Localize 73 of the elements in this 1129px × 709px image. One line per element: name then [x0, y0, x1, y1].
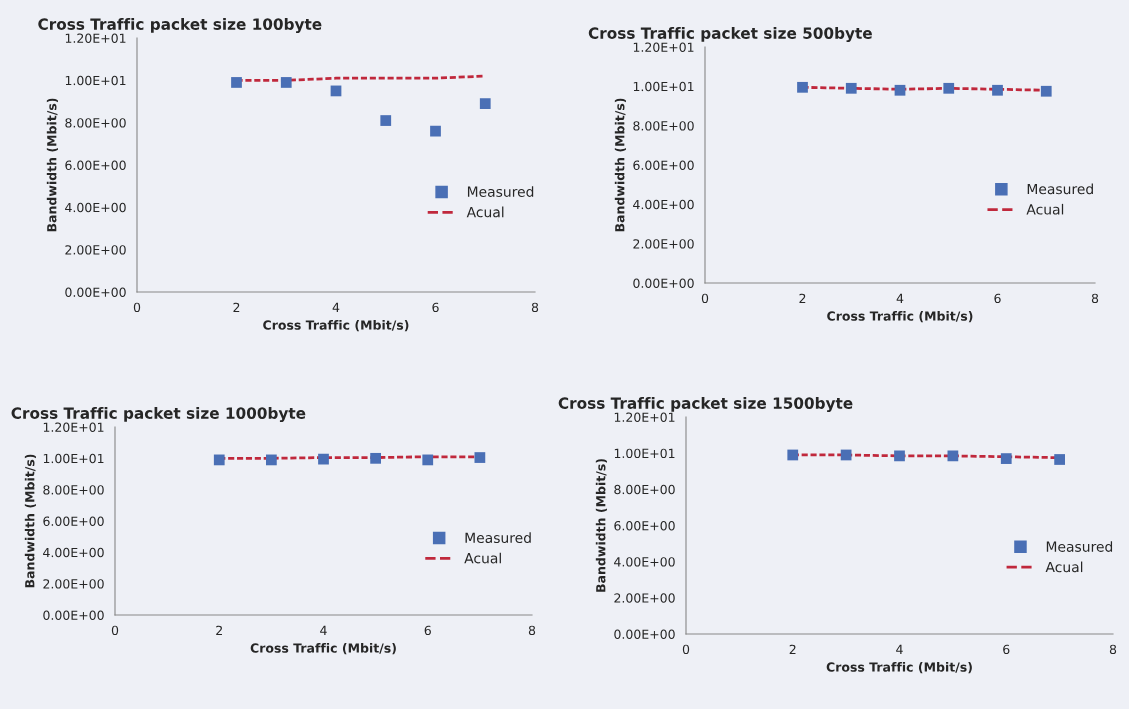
y-tick-label: 1.00E+01 — [614, 448, 675, 459]
y-tick-label: 1.00E+01 — [43, 453, 104, 464]
y-tick-label: 8.00E+00 — [65, 118, 126, 128]
chart-title: Cross Traffic packet size 1500byte — [558, 397, 853, 412]
legend-label: Measured — [467, 186, 534, 197]
point — [479, 98, 491, 109]
x-tick-label: 4 — [896, 293, 904, 303]
y-tick-label: 6.00E+00 — [614, 520, 675, 531]
legend-label: Acual — [466, 206, 504, 218]
y-tick-label: 4.00E+00 — [633, 199, 694, 210]
y-tick-label: 6.00E+00 — [65, 160, 126, 170]
y-tick-label: 0.00E+00 — [633, 278, 694, 288]
legend-label: Acual — [1026, 203, 1064, 215]
y-tick-label: 1.20E+01 — [633, 42, 694, 52]
y-tick-label: 6.00E+00 — [43, 516, 104, 526]
x-tick-label: 2 — [233, 302, 240, 312]
point — [231, 77, 242, 88]
x-tick-label: 6 — [994, 293, 1001, 304]
legend-label: Measured — [1046, 541, 1113, 552]
point — [280, 77, 292, 88]
x-axis-title: Cross Traffic (Mbit/s) — [826, 662, 972, 674]
legend-label: Measured — [465, 532, 531, 544]
x-tick-label: 4 — [332, 302, 340, 312]
x-tick-label: 4 — [320, 625, 327, 635]
legend-label: Acual — [1045, 561, 1083, 573]
y-tick-label: 8.00E+00 — [633, 121, 694, 131]
x-tick-label: 8 — [1109, 644, 1117, 655]
x-tick-label: 2 — [216, 625, 222, 635]
y-axis-title: Bandwidth (Mbit/s) — [595, 459, 607, 592]
y-tick-label: 4.00E+00 — [65, 202, 126, 213]
y-tick-label: 0.00E+00 — [614, 629, 675, 639]
x-tick-label: 0 — [133, 302, 141, 313]
y-axis-title: Bandwidth (Mbit/s) — [614, 98, 626, 232]
y-axis-title: Bandwidth (Mbit/s) — [46, 98, 58, 232]
y-tick-label: 8.00E+00 — [43, 485, 104, 495]
x-tick-label: 8 — [531, 302, 539, 313]
legend-label: Measured — [1027, 183, 1093, 195]
y-axis-title: Bandwidth (Mbit/s) — [24, 454, 36, 588]
y-tick-label: 8.00E+00 — [614, 484, 675, 495]
x-tick-label: 8 — [528, 625, 536, 636]
x-tick-label: 0 — [682, 644, 690, 655]
y-tick-label: 2.00E+00 — [633, 239, 694, 249]
y-tick-label: 2.00E+00 — [43, 579, 104, 589]
y-tick-label: 1.20E+01 — [614, 412, 675, 422]
x-tick-label: 0 — [701, 293, 709, 304]
y-tick-label: 4.00E+00 — [43, 547, 104, 558]
y-tick-label: 0.00E+00 — [43, 610, 104, 620]
chart-title: Cross Traffic packet size 100byte — [38, 18, 322, 33]
y-tick-label: 0.00E+00 — [65, 287, 126, 297]
y-tick-label: 1.20E+01 — [43, 422, 104, 432]
y-tick-label: 1.00E+01 — [633, 81, 694, 92]
x-tick-label: 8 — [1091, 293, 1099, 304]
x-tick-label: 0 — [111, 625, 119, 636]
y-tick-label: 2.00E+00 — [65, 245, 126, 255]
chart-title: Cross Traffic packet size 1000byte — [11, 407, 306, 422]
y-tick-label: 2.00E+00 — [614, 593, 675, 603]
x-tick-label: 6 — [1003, 644, 1010, 655]
chart-title: Cross Traffic packet size 500byte — [588, 27, 872, 42]
x-axis-title: Cross Traffic (Mbit/s) — [263, 320, 409, 332]
x-axis-title: Cross Traffic (Mbit/s) — [827, 311, 973, 323]
x-tick-label: 6 — [424, 625, 431, 636]
y-tick-label: 6.00E+00 — [633, 160, 694, 170]
x-tick-label: 4 — [896, 644, 903, 654]
point — [430, 125, 441, 137]
y-tick-label: 4.00E+00 — [614, 557, 675, 567]
x-tick-label: 6 — [432, 302, 439, 313]
y-tick-label: 1.00E+01 — [65, 75, 126, 86]
y-tick-label: 1.20E+01 — [65, 33, 126, 43]
point — [380, 115, 392, 126]
legend-label: Acual — [464, 552, 501, 564]
x-tick-label: 2 — [789, 644, 796, 654]
x-axis-title: Cross Traffic (Mbit/s) — [250, 643, 396, 655]
x-tick-label: 2 — [799, 293, 806, 303]
